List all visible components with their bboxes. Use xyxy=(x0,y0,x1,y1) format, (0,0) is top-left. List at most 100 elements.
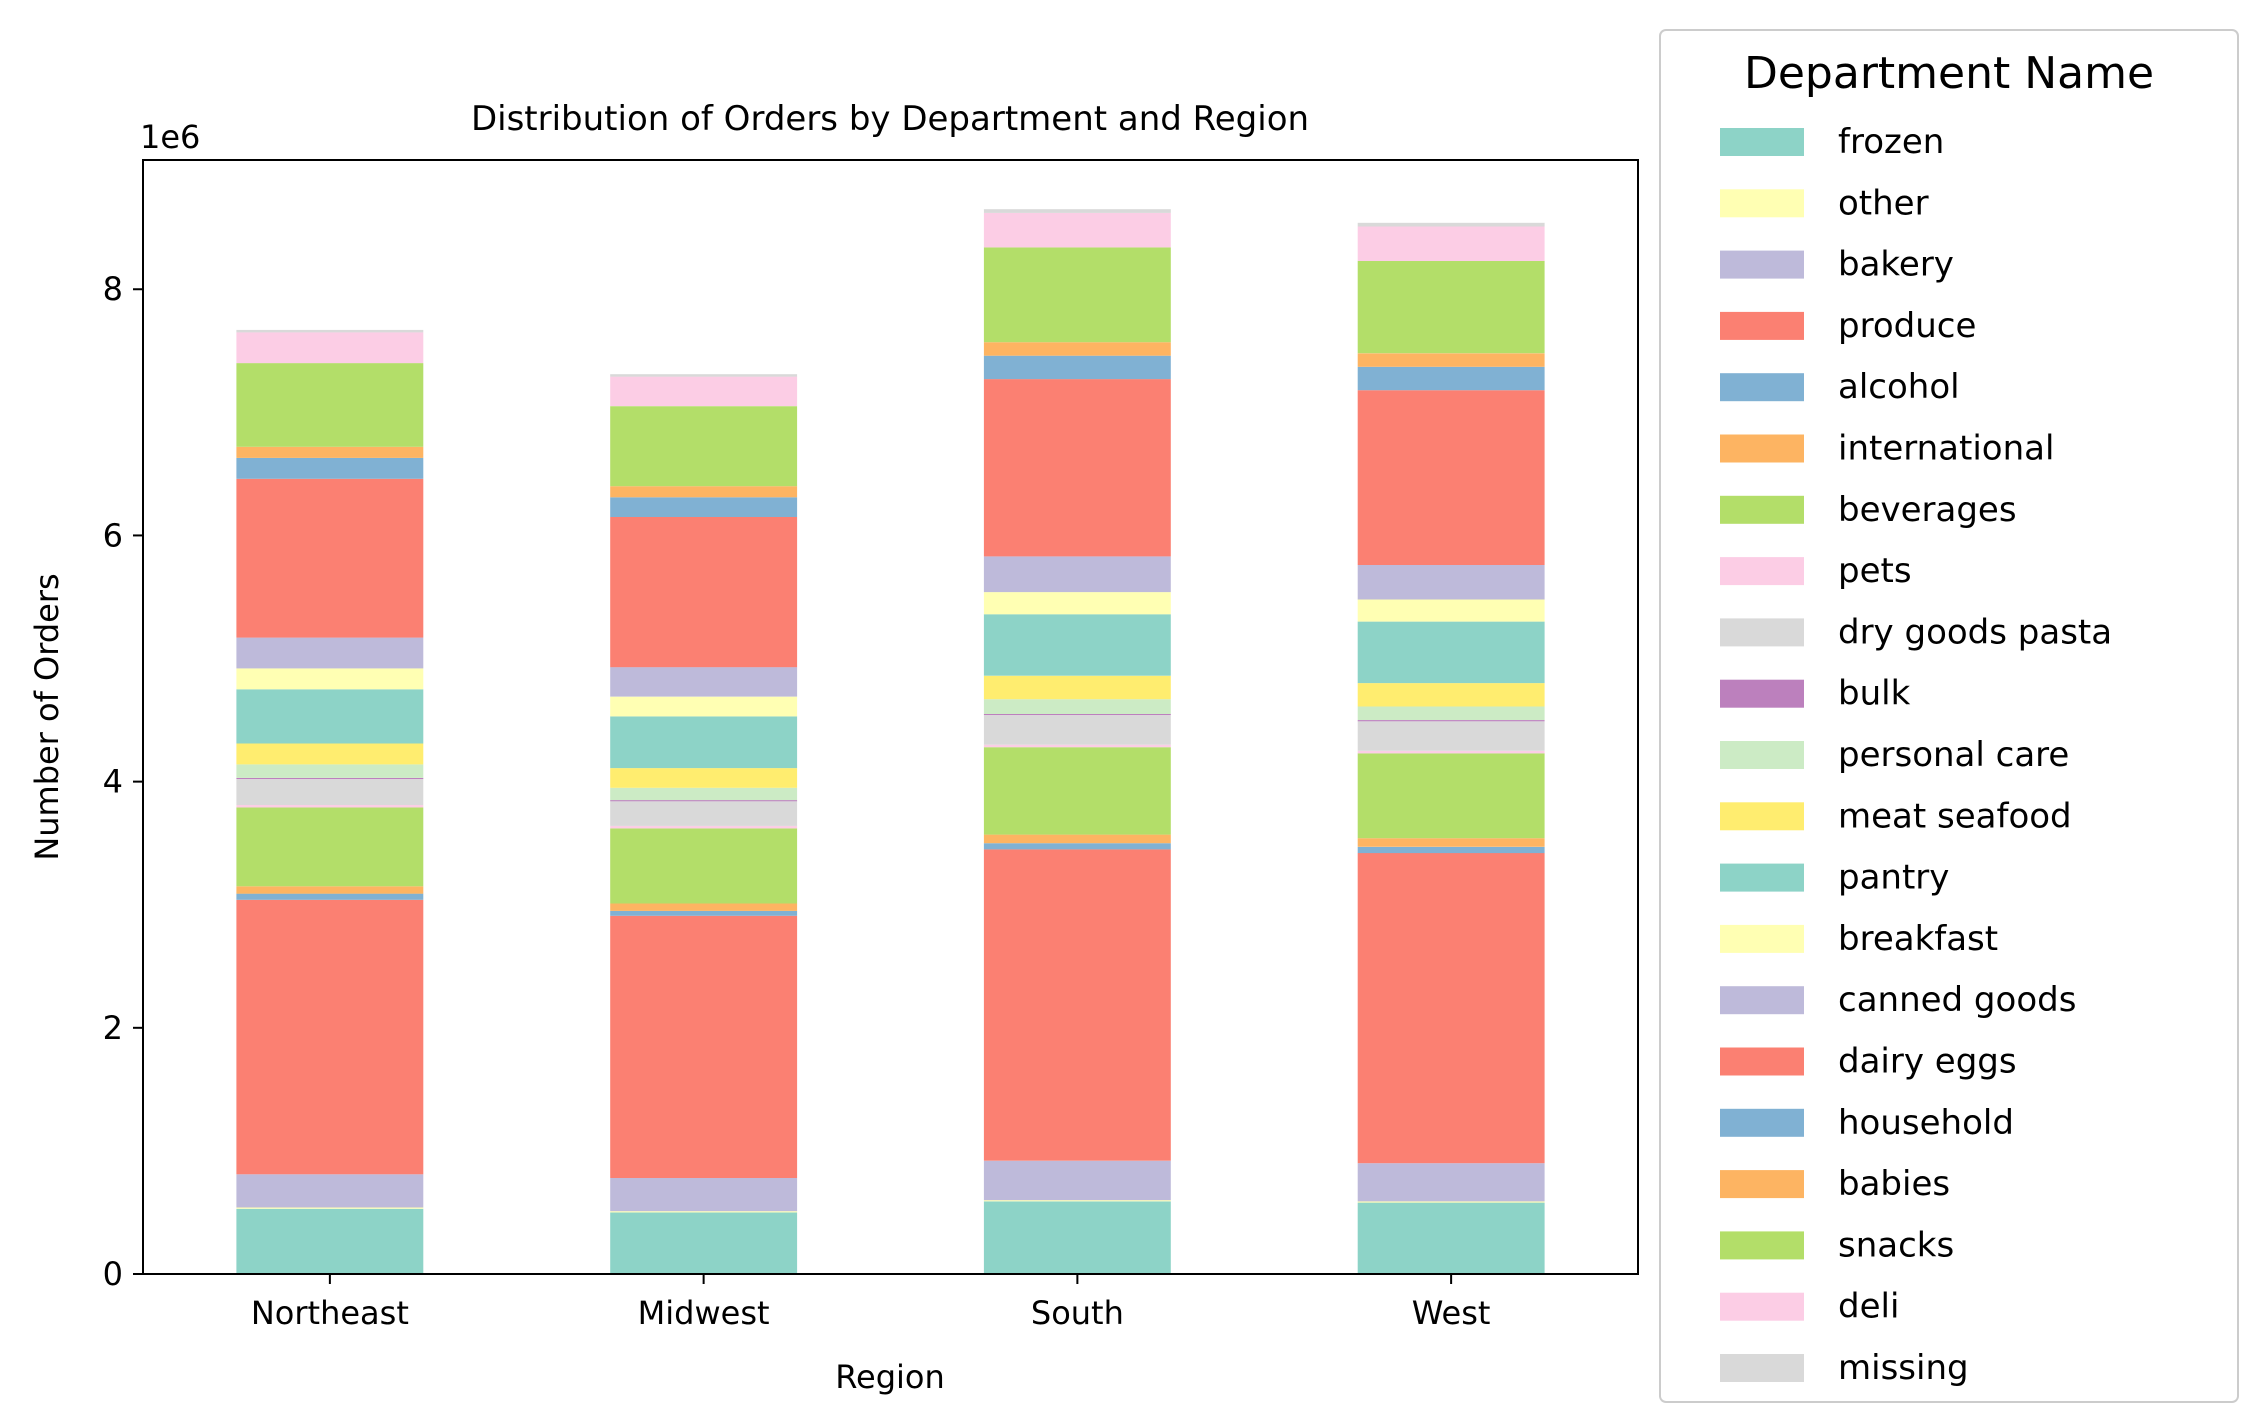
bar-midwest-alcohol xyxy=(610,910,798,916)
x-tick-label: South xyxy=(1031,1294,1124,1332)
bar-south-dairy-eggs xyxy=(983,379,1171,557)
chart-title: Distribution of Orders by Department and… xyxy=(471,99,1309,139)
x-axis: Northeast Midwest South West xyxy=(251,1274,1490,1332)
legend-label-other: other xyxy=(1838,183,1929,223)
bar-midwest-international xyxy=(610,903,798,911)
bar-northeast-canned-goods xyxy=(236,637,424,669)
bar-west-produce xyxy=(1357,853,1545,1164)
bar-west-missing xyxy=(1357,222,1545,227)
bar-northeast-missing xyxy=(236,329,424,333)
legend-label-frozen: frozen xyxy=(1838,122,1944,162)
bar-west-dairy-eggs xyxy=(1357,390,1545,565)
bar-northeast-babies xyxy=(236,446,424,458)
y-scale-label: 1e6 xyxy=(140,118,200,156)
bar-south-pets xyxy=(983,744,1171,748)
bar-midwest-beverages xyxy=(610,828,798,904)
legend-label-breakfast: breakfast xyxy=(1838,919,1998,959)
bar-midwest-household xyxy=(610,497,798,517)
bar-west-pets xyxy=(1357,750,1545,754)
legend-label-personal-care: personal care xyxy=(1838,735,2069,775)
bar-west-personal-care xyxy=(1357,706,1545,720)
bar-south-other xyxy=(983,1200,1171,1202)
legend-label-pets: pets xyxy=(1838,551,1912,591)
x-tick-label: Midwest xyxy=(638,1294,770,1332)
bar-south-dry-goods-pasta xyxy=(983,715,1171,745)
bar-south-breakfast xyxy=(983,592,1171,615)
bar-northeast-international xyxy=(236,886,424,894)
legend-label-beverages: beverages xyxy=(1838,490,2017,530)
bar-west-breakfast xyxy=(1357,599,1545,622)
bar-midwest-bulk xyxy=(610,800,798,802)
bar-west-bakery xyxy=(1357,1163,1545,1202)
bar-midwest-babies xyxy=(610,486,798,498)
bar-midwest-personal-care xyxy=(610,787,798,801)
legend-swatch-missing xyxy=(1720,1354,1804,1382)
bar-northeast-personal-care xyxy=(236,764,424,778)
bar-south-household xyxy=(983,355,1171,380)
legend-swatch-personal-care xyxy=(1720,741,1804,769)
legend-title: Department Name xyxy=(1744,48,2154,99)
legend-swatch-dry-goods-pasta xyxy=(1720,618,1804,647)
bar-northeast-dry-goods-pasta xyxy=(236,779,424,805)
bar-midwest-frozen xyxy=(610,1212,798,1274)
legend-swatch-international xyxy=(1720,434,1804,463)
legend-label-household: household xyxy=(1838,1103,2014,1143)
legend-label-meat-seafood: meat seafood xyxy=(1838,796,2072,836)
legend-swatch-other xyxy=(1720,189,1804,218)
bar-midwest-canned-goods xyxy=(610,667,798,697)
bar-northeast-beverages xyxy=(236,807,424,887)
bar-midwest-bakery xyxy=(610,1178,798,1212)
bar-midwest-snacks xyxy=(610,406,798,487)
bar-midwest-pets xyxy=(610,825,798,829)
legend-label-dry-goods-pasta: dry goods pasta xyxy=(1838,612,2112,652)
bar-south-frozen xyxy=(983,1201,1171,1274)
bar-west-alcohol xyxy=(1357,846,1545,854)
legend-swatch-breakfast xyxy=(1720,924,1804,953)
bar-midwest-missing xyxy=(610,374,798,377)
bar-south-bakery xyxy=(983,1160,1171,1201)
x-axis-label: Region xyxy=(835,1358,945,1396)
legend-swatch-canned-goods xyxy=(1720,986,1804,1015)
bar-south-deli xyxy=(983,212,1171,248)
legend-swatch-babies xyxy=(1720,1170,1804,1199)
legend-swatch-beverages xyxy=(1720,495,1804,524)
bar-northeast-household xyxy=(236,457,424,479)
y-tick-label: 0 xyxy=(103,1255,123,1293)
bar-northeast-dairy-eggs xyxy=(236,478,424,638)
legend-swatch-bulk xyxy=(1720,679,1804,708)
bar-northeast-snacks xyxy=(236,363,424,447)
legend-label-bakery: bakery xyxy=(1838,245,1954,285)
bar-south-meat-seafood xyxy=(983,675,1171,700)
y-tick-label: 4 xyxy=(103,763,123,801)
bar-northeast-frozen xyxy=(236,1208,424,1274)
legend-label-pantry: pantry xyxy=(1838,858,1949,898)
bar-south-alcohol xyxy=(983,843,1171,850)
bar-midwest-breakfast xyxy=(610,696,798,717)
legend-label-bulk: bulk xyxy=(1838,674,1911,714)
bar-south-babies xyxy=(983,342,1171,356)
y-tick-label: 8 xyxy=(103,270,123,308)
bar-south-produce xyxy=(983,849,1171,1161)
legend-label-dairy-eggs: dairy eggs xyxy=(1838,1042,2017,1082)
legend-swatch-frozen xyxy=(1720,128,1804,156)
bar-west-meat-seafood xyxy=(1357,683,1545,707)
legend-label-international: international xyxy=(1838,429,2054,469)
bar-south-beverages xyxy=(983,747,1171,835)
legend-swatch-dairy-eggs xyxy=(1720,1047,1804,1076)
plot-frame xyxy=(142,159,1639,1275)
bar-midwest-other xyxy=(610,1211,798,1213)
bar-west-international xyxy=(1357,838,1545,847)
bar-northeast-alcohol xyxy=(236,893,424,900)
bar-midwest-pantry xyxy=(610,716,798,769)
bar-northeast-bulk xyxy=(236,777,424,780)
bars xyxy=(236,209,1545,1274)
bar-midwest-dairy-eggs xyxy=(610,517,798,668)
legend-frame xyxy=(1659,29,2239,1403)
x-tick-label: Northeast xyxy=(251,1294,409,1332)
legend: Department Name frozen other bakery produce… xyxy=(1659,29,2239,1403)
bar-northeast-breakfast xyxy=(236,668,424,690)
legend-label-snacks: snacks xyxy=(1838,1225,1954,1265)
bar-northeast-meat-seafood xyxy=(236,743,424,765)
legend-swatch-household xyxy=(1720,1108,1804,1137)
legend-swatch-deli xyxy=(1720,1292,1804,1321)
